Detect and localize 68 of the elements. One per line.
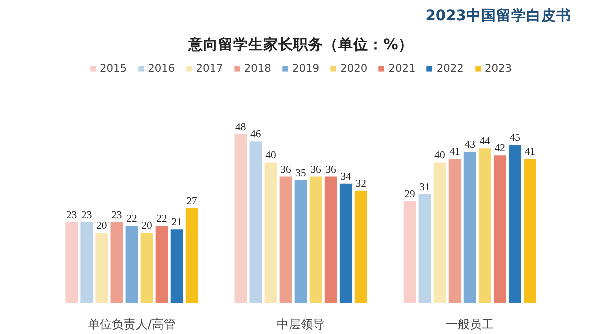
bar [250,142,262,304]
bar [186,208,198,304]
bar [524,159,536,304]
bar [280,176,292,304]
text: 2023中国留学白皮书 [426,8,572,24]
data-label: 36 [326,164,338,176]
bar [126,226,138,304]
x-tick-label: 一般员工 [446,318,494,332]
data-label: 40 [266,150,276,162]
bar [340,184,352,304]
x-tick-label: 单位负责人/高管 [88,318,176,332]
bar [418,194,432,304]
bar [110,222,124,304]
legend-label: 2019 [292,62,320,75]
bar [234,134,248,304]
bar [464,152,476,304]
data-label: 35 [296,168,306,180]
bar [96,233,108,304]
legend-label: 2015 [100,62,128,75]
legend-label: 2020 [340,62,368,75]
data-label: 22 [156,214,168,226]
data-label: 40 [434,150,446,162]
data-label: 32 [356,178,366,190]
data-label: 20 [96,221,108,232]
data-label: 45 [510,133,520,144]
bar [66,222,78,304]
data-label: 22 [126,214,138,226]
data-label: 23 [66,210,78,222]
bar [354,190,368,304]
data-label: 36 [280,164,292,176]
bar [310,176,322,304]
data-label: 42 [494,144,506,155]
data-label: 34 [340,172,352,183]
data-label: 31 [420,182,430,194]
legend-label: 2016 [148,62,176,75]
bar [404,201,416,304]
bar [508,145,522,304]
bar [494,156,506,304]
legend-label: 2017 [196,62,224,75]
x-tick-label: 中层领导 [277,318,325,332]
data-label: 21 [172,218,182,229]
data-label: 23 [112,210,122,222]
bar [324,176,338,304]
data-label: 27 [186,196,198,208]
bar [264,162,278,304]
data-label: 41 [524,147,536,158]
legend-label: 2023 [484,62,512,75]
bar [294,180,308,304]
data-label: 43 [464,140,476,152]
legend-label: 2018 [244,62,272,75]
data-label: 36 [310,164,322,176]
data-label: 20 [142,221,152,232]
bar [448,159,462,304]
data-label: 48 [236,122,246,134]
chart-title: 意向留学生家长职务（单位：%） [188,36,414,54]
legend-label: 2021 [388,62,416,75]
bar [140,233,154,304]
legend-label: 2022 [436,62,464,75]
bar [80,222,94,304]
data-label: 29 [404,189,416,200]
bar [434,162,446,304]
bar [478,148,492,304]
bar [156,226,168,304]
data-label: 46 [250,130,262,141]
data-label: 23 [82,210,92,222]
data-label: 44 [480,136,492,148]
bar [170,230,184,304]
data-label: 41 [450,147,460,158]
